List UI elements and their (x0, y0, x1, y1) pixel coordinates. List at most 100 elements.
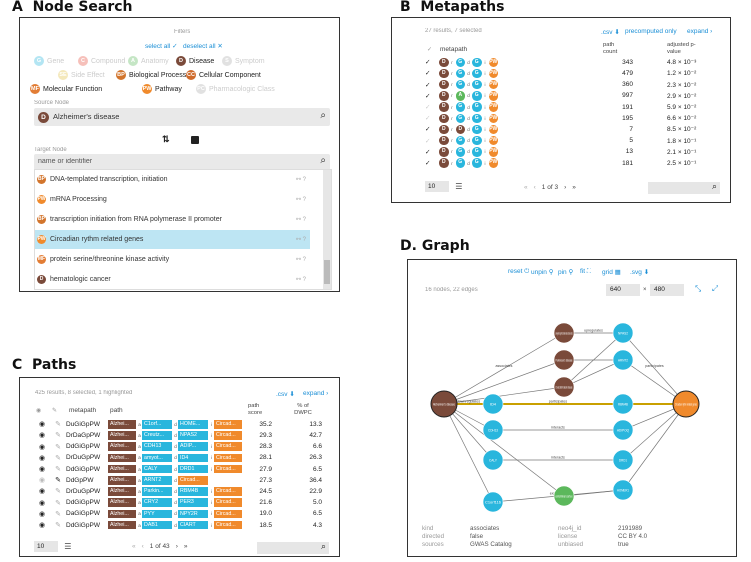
swap-icon[interactable]: ⇅ (162, 134, 170, 144)
scrollbar-thumb[interactable] (324, 260, 330, 284)
pencil-icon[interactable]: ✎ (55, 510, 61, 518)
path-node-pill[interactable]: Circad... (214, 498, 242, 507)
path-search-input[interactable]: ⌕ (257, 541, 329, 554)
eye-icon[interactable]: ◉ (38, 477, 46, 485)
height-input[interactable]: 480 (650, 284, 684, 296)
filter-pharmacologic-class[interactable]: PC Pharmacologic Class (196, 84, 275, 94)
first-page-icon[interactable]: « (132, 543, 136, 550)
check-all-icon[interactable]: ✓ (427, 47, 433, 53)
path-node-pill[interactable]: CDH13 (142, 442, 172, 451)
path-node-pill[interactable]: Alzhei... (108, 431, 136, 440)
graph-edge[interactable] (443, 386, 565, 405)
eye-header-icon[interactable]: ◉ (36, 408, 42, 414)
graph-edge[interactable] (443, 359, 565, 405)
row-checkbox[interactable]: ✓ (425, 70, 431, 78)
col-metapath[interactable]: metapath (69, 407, 97, 414)
graph-node-gene[interactable] (482, 419, 504, 441)
row-checkbox[interactable]: ✓ (425, 160, 431, 168)
filter-disease[interactable]: D Disease (176, 56, 214, 66)
pencil-header-icon[interactable]: ✎ (52, 408, 58, 414)
path-node-pill[interactable]: Alzhei... (108, 442, 136, 451)
col-metapath[interactable]: metapath (440, 46, 468, 53)
row-checkbox[interactable]: ✓ (425, 59, 431, 67)
unpin-button[interactable]: unpin ⚲ (531, 269, 554, 276)
info-icon[interactable]: ⚯ ? (295, 197, 306, 203)
path-row[interactable]: ◉ ✎ DrDaGpPW Alzhei... a Creutz... d NPAS2 i Circ… (34, 430, 334, 441)
row-checkbox[interactable]: ✓ (425, 104, 431, 112)
path-node-pill[interactable]: Circad... (214, 487, 242, 496)
graph-node-gene[interactable] (612, 322, 634, 344)
path-node-pill[interactable]: CIART (178, 520, 208, 530)
path-node-pill[interactable]: amyot... (142, 453, 172, 463)
row-checkbox[interactable]: ✓ (425, 92, 431, 100)
csv-download-button[interactable]: .csv ⬇ (601, 29, 620, 36)
page-size-select[interactable]: 10 (425, 181, 450, 192)
path-node-pill[interactable]: DAB1 (142, 520, 172, 530)
eye-icon[interactable]: ◉ (38, 488, 46, 496)
graph-node-gene[interactable] (482, 491, 504, 513)
graph-canvas[interactable]: associates upregulates participates interac… (418, 300, 728, 522)
graph-edge[interactable] (443, 332, 565, 405)
collapse-icon[interactable]: ⤡ (695, 284, 702, 293)
path-node-pill[interactable]: Alzhei... (108, 520, 136, 530)
col-dwpc[interactable]: % of DWPC (294, 403, 312, 416)
col-path[interactable]: path (110, 407, 123, 414)
path-row[interactable]: ◉ ✎ DdGiGpPW Alzhei... a CDH13 d ADIP... i Circad… (34, 441, 334, 452)
pencil-icon[interactable]: ✎ (55, 477, 61, 485)
path-node-pill[interactable]: NPY2R (178, 509, 208, 519)
graph-node-disease[interactable] (553, 376, 575, 398)
path-node-pill[interactable]: PYY (142, 509, 172, 519)
path-node-pill[interactable]: Parkin... (142, 487, 172, 496)
graph-node-gene[interactable] (482, 449, 504, 471)
path-node-pill[interactable]: Circad... (214, 509, 242, 519)
csv-download-button[interactable]: .csv ⬇ (276, 391, 295, 398)
col-path-score[interactable]: path score (248, 403, 263, 416)
path-node-pill[interactable]: Alzhei... (108, 487, 136, 496)
filter-symptom[interactable]: S Symptom (222, 56, 265, 66)
info-icon[interactable]: ⚯ ? (295, 277, 306, 283)
pencil-icon[interactable]: ✎ (55, 522, 61, 530)
expand-icon[interactable]: ⤢ (712, 284, 719, 293)
path-node-pill[interactable]: Alzhei... (108, 464, 136, 474)
info-icon[interactable]: ⚯ ? (295, 237, 306, 243)
source-node-input[interactable]: D Alzheimer's disease ⌕ (34, 108, 330, 126)
pencil-icon[interactable]: ✎ (55, 432, 61, 440)
eye-icon[interactable]: ◉ (38, 510, 46, 518)
list-icon[interactable]: ☰ (455, 182, 463, 191)
pin-button[interactable]: pin ⚲ (558, 269, 574, 276)
info-icon[interactable]: ⚯ ? (295, 177, 306, 183)
grid-button[interactable]: grid ▦ (602, 269, 621, 276)
eye-icon[interactable]: ◉ (38, 454, 46, 462)
path-node-pill[interactable]: CRY2 (142, 498, 172, 507)
filter-compound[interactable]: C Compound (78, 56, 125, 66)
graph-edge[interactable] (622, 332, 687, 405)
graph-edge[interactable] (563, 332, 624, 388)
row-checkbox[interactable]: ✓ (425, 148, 431, 156)
row-checkbox[interactable]: ✓ (425, 126, 431, 134)
graph-node-gene[interactable] (612, 349, 634, 371)
filter-anatomy[interactable]: A Anatomy (128, 56, 169, 66)
path-node-pill[interactable]: RBM4B (178, 487, 208, 496)
path-node-pill[interactable]: ADIP... (178, 442, 208, 451)
eye-icon[interactable]: ◉ (38, 443, 46, 451)
fit-button[interactable]: fit ⛶ (580, 268, 592, 275)
path-row[interactable]: ◉ ✎ DdGiGpPW Alzhei... a CALY d DRD1 i Circad... 2… (34, 464, 334, 475)
scrollbar[interactable] (323, 170, 331, 289)
reset-button[interactable]: reset ⏻ (508, 268, 530, 275)
filter-side-effect[interactable]: SE Side Effect (58, 70, 105, 80)
eye-icon[interactable]: ◉ (38, 466, 46, 474)
graph-node-gene[interactable] (482, 393, 504, 415)
graph-node-disease[interactable] (430, 390, 458, 418)
expand-button[interactable]: expand › (303, 390, 329, 397)
pencil-icon[interactable]: ✎ (55, 499, 61, 507)
path-row[interactable]: ◉ ✎ DdGiGpPW Alzhei... a DAB1 d CIART i Circad...… (34, 520, 334, 531)
pencil-icon[interactable]: ✎ (55, 466, 61, 474)
